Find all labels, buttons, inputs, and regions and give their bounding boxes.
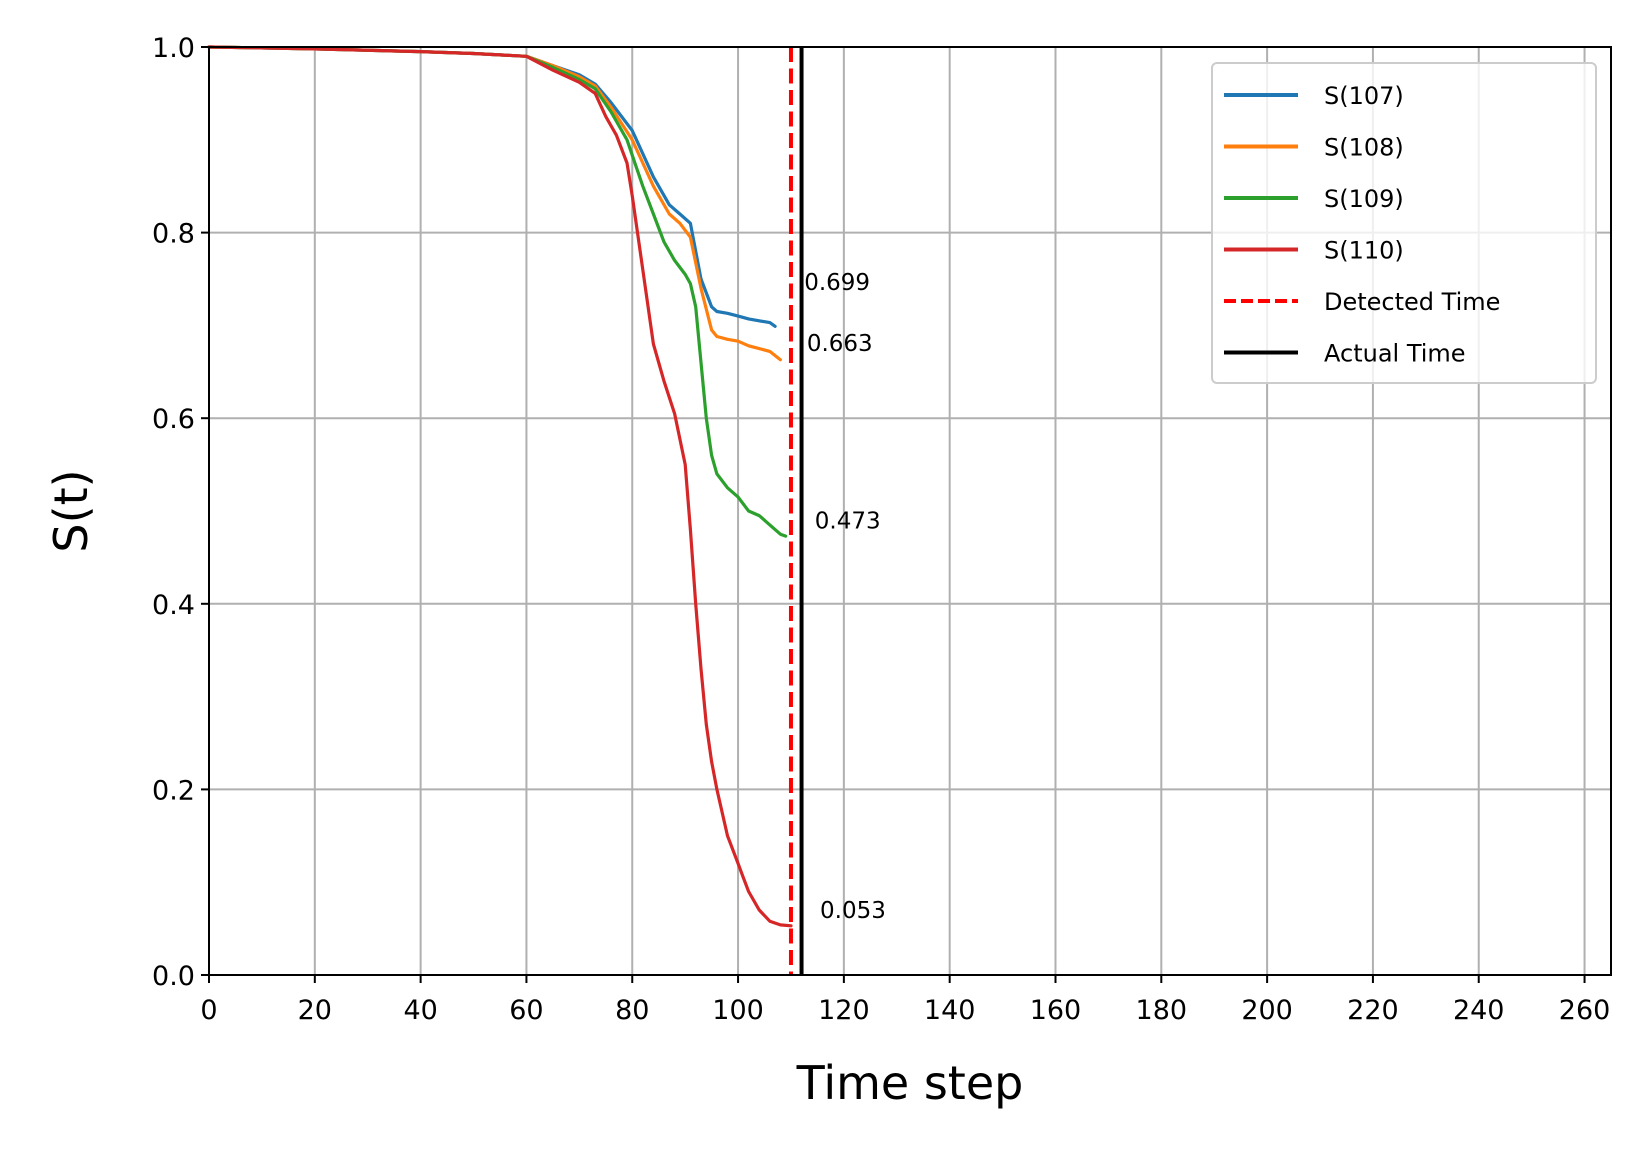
- value-annotation: 0.663: [807, 331, 873, 357]
- x-tick-label: 140: [924, 995, 976, 1026]
- legend-label: S(110): [1324, 237, 1404, 265]
- x-tick-label: 180: [1136, 995, 1188, 1026]
- value-annotations: 0.699 0.663 0.473 0.053: [804, 270, 886, 924]
- x-axis-title: Time step: [796, 1056, 1024, 1110]
- value-annotation: 0.473: [815, 508, 881, 534]
- value-annotation: 0.699: [804, 270, 870, 296]
- value-annotation: 0.053: [820, 898, 886, 924]
- y-tick-label: 1.0: [152, 33, 195, 64]
- x-tick-label: 240: [1453, 995, 1505, 1026]
- legend-box: [1211, 62, 1597, 384]
- y-tick-label: 0.8: [152, 219, 195, 250]
- legend-label: S(108): [1324, 134, 1404, 162]
- y-tick-label: 0.2: [152, 775, 195, 806]
- legend-label: S(107): [1324, 82, 1404, 110]
- legend-label: Actual Time: [1324, 340, 1466, 368]
- x-tick-label: 220: [1347, 995, 1399, 1026]
- x-tick-label: 0: [200, 995, 217, 1026]
- series-line: [207, 45, 793, 928]
- axis-ticks: 0 20 40 60 80 100 120 140 160 180 200 220 240 260 0.0 0…: [152, 33, 1610, 1026]
- legend-label: Detected Time: [1324, 288, 1500, 316]
- legend: S(107) S(108) S(109) S(110) Detected Time Act…: [1211, 62, 1597, 384]
- y-axis-title: S(t): [44, 469, 98, 552]
- x-tick-label: 80: [615, 995, 649, 1026]
- y-tick-label: 0.4: [152, 590, 195, 621]
- y-tick-label: 0.0: [152, 961, 195, 992]
- x-tick-label: 60: [509, 995, 543, 1026]
- y-tick-label: 0.6: [152, 404, 195, 435]
- x-tick-label: 20: [298, 995, 332, 1026]
- series-lines: [207, 45, 793, 928]
- time-marker-lines: [788, 47, 804, 975]
- x-tick-label: 260: [1559, 995, 1611, 1026]
- legend-label: S(109): [1324, 185, 1404, 213]
- x-tick-label: 40: [403, 995, 437, 1026]
- x-tick-label: 120: [818, 995, 870, 1026]
- x-tick-label: 100: [712, 995, 764, 1026]
- x-tick-label: 160: [1030, 995, 1082, 1026]
- plot-frame: [208, 46, 1612, 976]
- x-tick-label: 200: [1241, 995, 1293, 1026]
